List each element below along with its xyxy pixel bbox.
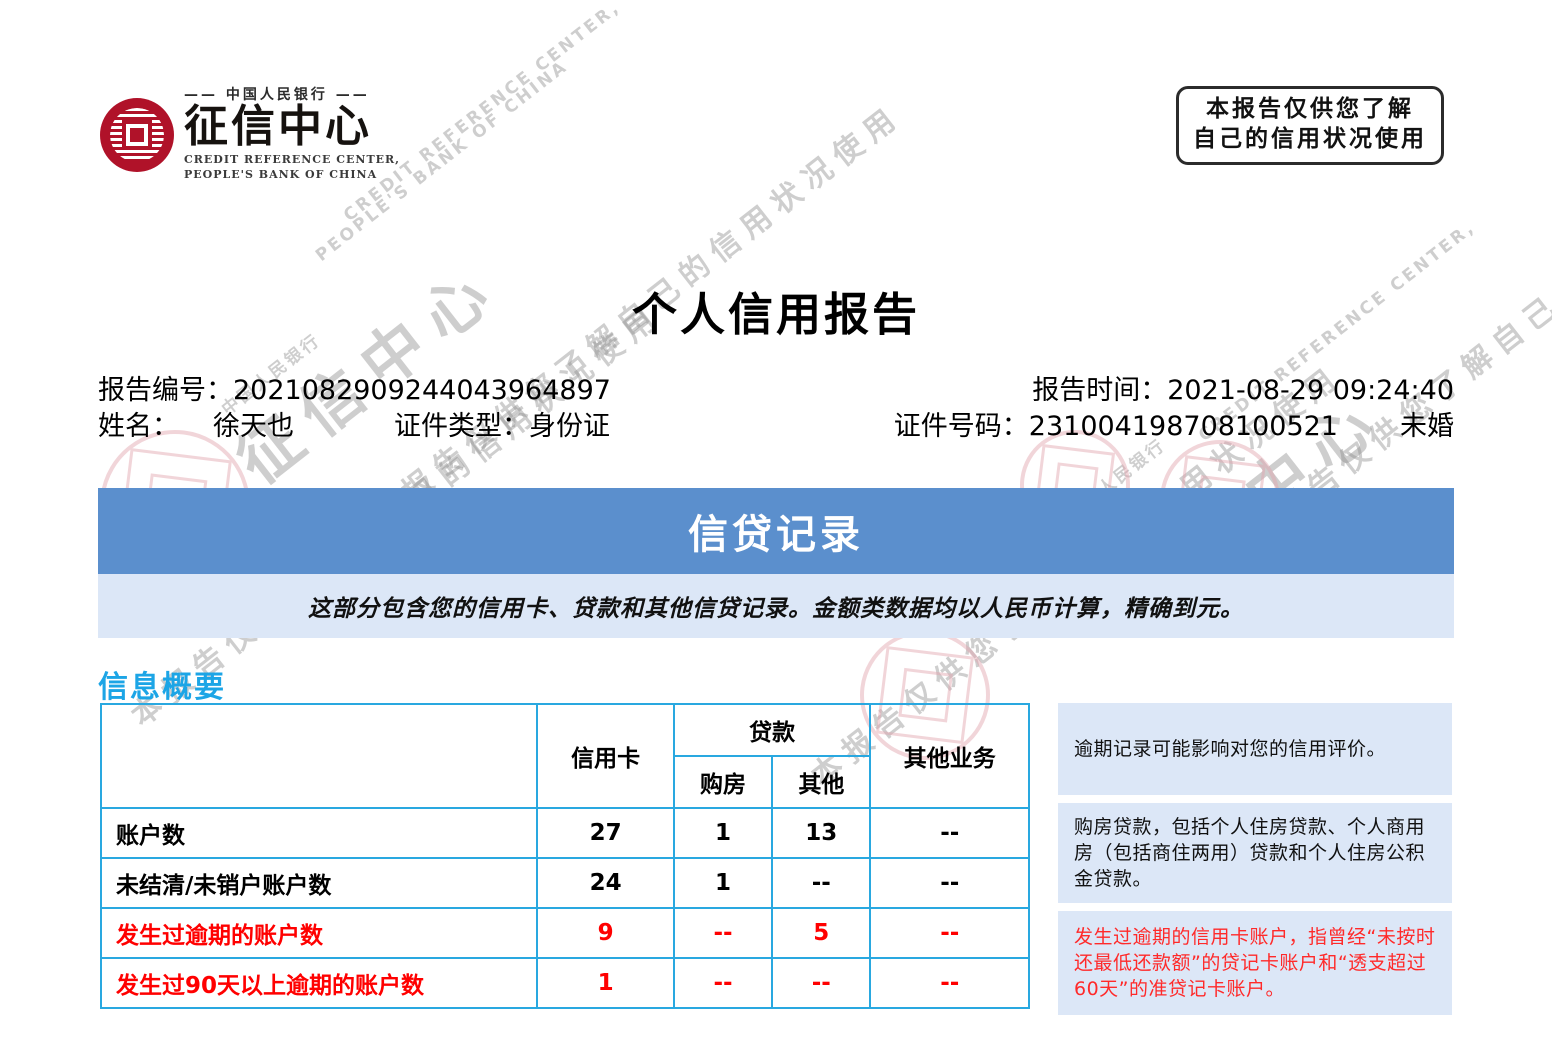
cell-loan-housing: -- [672,907,774,959]
cell-loan-other: -- [771,957,872,1009]
cell-loan-housing: 1 [672,857,774,909]
note-housing-loan-definition: 购房贷款，包括个人住房贷款、个人商用房（包括商住两用）贷款和个人住房公积金贷款。 [1058,803,1452,903]
note-overdue-impact: 逾期记录可能影响对您的信用评价。 [1058,703,1452,795]
note-overdue-card-definition: 发生过逾期的信用卡账户，指曾经“未按时还最低还款额”的贷记卡账户和“透支超过60… [1058,911,1452,1015]
pboc-credit-center-logo: —— 中国人民银行 —— 征信中心 CREDIT REFERENCE CENTE… [100,88,400,183]
id-no-group: 证件号码：231004198708100521 未婚 [894,411,1454,442]
cell-loan-other: 13 [771,807,872,859]
row-label: 未结清/未销户账户数 [99,857,539,909]
page-title: 个人信用报告 [631,288,920,341]
table-header-row-1: 信用卡 贷款 其他业务 [99,703,1030,809]
row-label: 发生过逾期的账户数 [99,907,539,959]
name-value: 徐天也 [213,411,294,442]
header-loan-other: 其他 [771,755,872,809]
credit-center-seal-icon [100,98,174,173]
logo-en-line-2: PEOPLE'S BANK OF CHINA [184,167,378,181]
logo-en-line-1: CREDIT REFERENCE CENTER, [184,153,400,166]
meta-row-report-info: 报告编号：2021082909244043964897 报告时间：2021-08… [98,375,1454,406]
cell-other-business: -- [869,857,1030,909]
cell-loan-other: -- [771,857,872,909]
logo-org-line: —— 中国人民银行 —— [184,87,370,103]
table-row: 未结清/未销户账户数 24 1 -- -- [99,857,1030,909]
section-banner-title: 信贷记录 [688,512,864,558]
summary-notes-panel: 逾期记录可能影响对您的信用评价。 购房贷款，包括个人住房贷款、个人商用房（包括商… [1058,703,1452,1015]
cell-credit-card: 9 [536,907,675,959]
report-time-value: 2021-08-29 09:24:40 [1167,375,1454,406]
disclaimer-line-1: 本报告仅供您了解 [1206,96,1414,122]
cell-credit-card: 27 [536,807,675,859]
meta-row-identity: 姓名： 徐天也 证件类型：身份证 证件号码：231004198708100521 未… [98,411,1454,442]
header-blank-corner [99,703,539,809]
table-row: 发生过逾期的账户数 9 -- 5 -- [99,907,1030,959]
id-no-value: 231004198708100521 [1028,411,1338,442]
marital-status: 未婚 [1400,411,1454,442]
cell-other-business: -- [869,907,1030,959]
section-note-text: 这部分包含您的信用卡、贷款和其他信贷记录。金额类数据均以人民币计算，精确到元。 [308,596,1244,622]
section-banner-note: 这部分包含您的信用卡、贷款和其他信贷记录。金额类数据均以人民币计算，精确到元。 [98,574,1454,638]
summary-heading: 信息概要 [98,670,226,705]
header-loan-housing: 购房 [672,755,774,809]
cell-credit-card: 1 [536,957,675,1009]
row-label: 账户数 [99,807,539,859]
cell-credit-card: 24 [536,857,675,909]
id-no-label: 证件号码： [893,411,1029,442]
cell-other-business: -- [869,807,1030,859]
name-label: 姓名： [98,411,179,442]
row-label: 发生过90天以上逾期的账户数 [99,957,539,1009]
report-time-group: 报告时间：2021-08-29 09:24:40 [1032,375,1454,406]
id-type-value: 身份证 [529,411,610,442]
name-group: 姓名： 徐天也 [98,411,294,442]
cell-other-business: -- [869,957,1030,1009]
meta-spacer-1 [611,375,1032,406]
summary-table-body: 账户数 27 1 13 -- 未结清/未销户账户数 24 1 -- -- 发生过逾期的账户数 9 -- 5… [99,807,1030,1009]
disclaimer-line-2: 自己的信用状况使用 [1193,125,1427,152]
id-type-group: 证件类型：身份证 [394,411,610,442]
logo-main-title: 征信中心 [184,101,372,152]
meta-spacer-2 [610,411,894,442]
report-no-value: 2021082909244043964897 [233,375,611,406]
table-row: 发生过90天以上逾期的账户数 1 -- -- -- [99,957,1030,1009]
report-time-label: 报告时间： [1032,375,1168,406]
summary-table: 信用卡 贷款 其他业务 购房 其他 账户数 27 1 13 -- 未结清/未销户账户数 24… [99,703,1030,1009]
header-loan: 贷款 [672,703,872,757]
cell-loan-housing: -- [672,957,774,1009]
disclaimer-badge: 本报告仅供您了解 自己的信用状况使用 [1176,86,1444,165]
section-banner-credit-records: 信贷记录 [98,488,1454,574]
header-credit-card: 信用卡 [536,703,675,809]
table-header-row-2: 购房 其他 [101,755,1029,809]
report-no-label: 报告编号： [98,375,233,406]
table-row: 账户数 27 1 13 -- [99,807,1030,859]
header-other-business: 其他业务 [869,703,1030,809]
id-type-label: 证件类型： [394,411,529,442]
cell-loan-other: 5 [771,907,872,959]
cell-loan-housing: 1 [672,807,774,859]
report-no-group: 报告编号：2021082909244043964897 [98,375,611,406]
